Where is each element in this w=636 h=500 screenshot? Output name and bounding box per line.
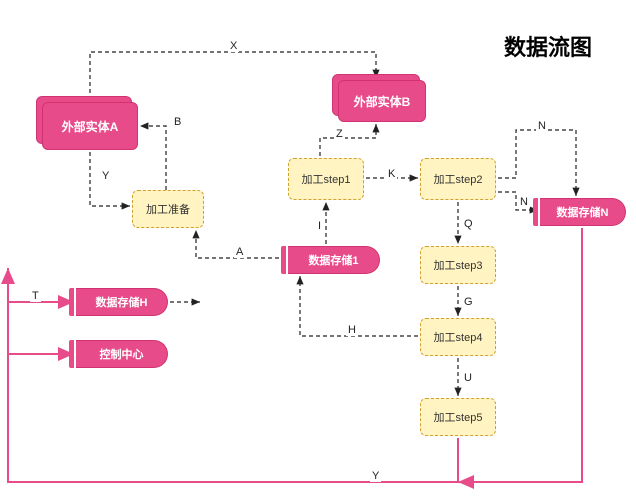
node-ctrl: 控制中心 [76, 340, 168, 368]
edge-Z [320, 124, 376, 156]
edge-label-N2: N [518, 196, 530, 208]
ds-edge-dsH [69, 288, 74, 316]
edge-label-A: A [234, 246, 245, 258]
edge-label-Z: Z [334, 128, 345, 140]
edge-H [300, 276, 418, 336]
node-step2: 加工step2 [420, 158, 496, 200]
node-entityB: 外部实体B [338, 80, 426, 122]
ds-edge-ctrl [69, 340, 74, 368]
edge-label-G: G [462, 296, 475, 308]
edge-label-Y2: Y [370, 470, 381, 482]
edge-label-T: T [30, 290, 41, 302]
node-entityA: 外部实体A [42, 102, 138, 150]
edge-N1 [498, 130, 576, 196]
node-step5: 加工step5 [420, 398, 496, 436]
node-step1: 加工step1 [288, 158, 364, 200]
node-prep: 加工准备 [132, 190, 204, 228]
node-ds1: 数据存储1 [288, 246, 380, 274]
ds-edge-ds1 [281, 246, 286, 274]
edge-label-K: K [386, 168, 397, 180]
edge-label-N1: N [536, 120, 548, 132]
diagram-title: 数据流图 [504, 30, 592, 62]
edge-label-H: H [346, 324, 358, 336]
node-dsH: 数据存储H [76, 288, 168, 316]
edge-label-I: I [316, 220, 323, 232]
ds-edge-dsN [533, 198, 538, 226]
edge-label-U: U [462, 372, 474, 384]
edge-label-Q: Q [462, 218, 475, 230]
node-step3: 加工step3 [420, 246, 496, 284]
node-dsN: 数据存储N [540, 198, 626, 226]
edge-label-B: B [172, 116, 183, 128]
edge-label-Y1: Y [100, 170, 111, 182]
node-step4: 加工step4 [420, 318, 496, 356]
edge-label-X: X [228, 40, 239, 52]
